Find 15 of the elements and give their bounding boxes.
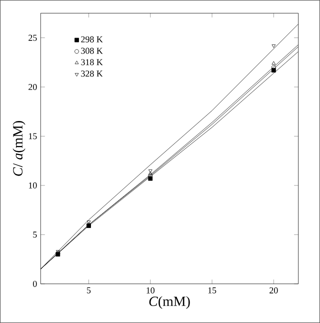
x-tick-label: 10 (146, 287, 155, 294)
legend-label: 328 K (81, 70, 103, 77)
legend-label: 318 K (81, 59, 103, 66)
x-tick-label: 20 (270, 287, 278, 294)
legend-label: 298 K (81, 36, 103, 42)
legend-label: 308 K (81, 48, 103, 54)
y-tick-label: 10 (28, 182, 37, 188)
y-tick-label: 25 (28, 34, 37, 41)
x-axis-title: C(mM) (149, 296, 190, 309)
y-tick-label: 15 (28, 133, 37, 140)
x-tick-label: 15 (208, 287, 216, 294)
y-tick-label: 5 (33, 232, 37, 238)
x-tick-label: 5 (87, 287, 91, 294)
y-tick-label: 0 (33, 280, 37, 287)
y-tick-label: 20 (28, 84, 37, 90)
